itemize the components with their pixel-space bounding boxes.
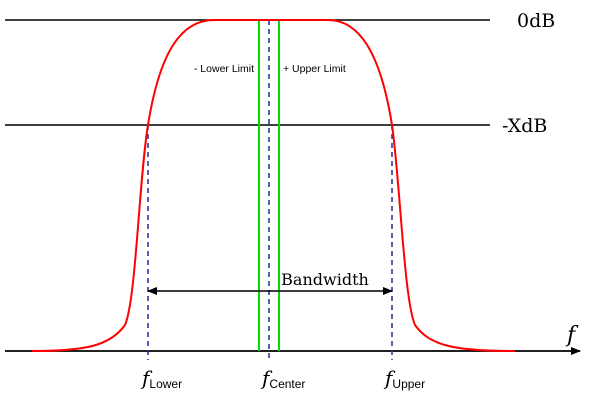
response-curve	[31, 19, 516, 352]
lower-frequency-subscript: Lower	[149, 377, 182, 391]
bandwidth-label: Bandwidth	[281, 270, 369, 289]
upper-frequency-label: fUpper	[383, 366, 425, 391]
center-frequency-label: fCenter	[260, 366, 305, 391]
center-frequency-subscript: Center	[269, 377, 305, 391]
upper-frequency-subscript: Upper	[392, 377, 425, 391]
frequency-axis-label: f	[565, 323, 579, 348]
upper-limit-label: + Upper Limit	[283, 63, 346, 75]
zero-db-label: 0dB	[517, 10, 555, 32]
lower-frequency-label: fLower	[140, 366, 182, 391]
lower-limit-label: - Lower Limit	[194, 63, 254, 75]
cutoff-db-label: -XdB	[502, 115, 547, 137]
